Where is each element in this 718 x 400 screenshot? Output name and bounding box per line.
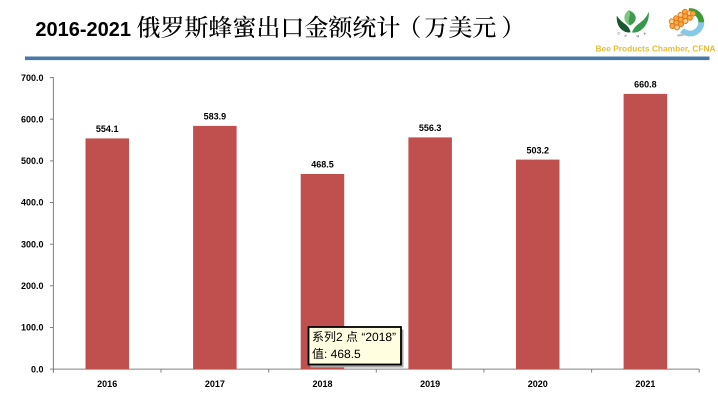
svg-text:Bee Products Chamber, CFNA: Bee Products Chamber, CFNA (596, 44, 716, 54)
svg-text:2018: 2018 (312, 379, 332, 389)
svg-text:468.5: 468.5 (311, 160, 334, 170)
svg-text:2020: 2020 (528, 379, 548, 389)
svg-text:556.3: 556.3 (419, 123, 442, 133)
svg-text:2017: 2017 (205, 379, 225, 389)
svg-text:660.8: 660.8 (634, 80, 657, 90)
svg-text:2016-2021: 2016-2021 (35, 19, 131, 41)
svg-text:100.0: 100.0 (21, 323, 44, 333)
svg-text:200.0: 200.0 (21, 281, 44, 291)
svg-text:0.0: 0.0 (31, 364, 44, 374)
svg-text:2016: 2016 (97, 379, 117, 389)
svg-text:700.0: 700.0 (21, 73, 44, 83)
svg-text:503.2: 503.2 (527, 145, 550, 155)
svg-text:2019: 2019 (420, 379, 440, 389)
svg-text:2021: 2021 (635, 379, 655, 389)
svg-text:600.0: 600.0 (21, 114, 44, 124)
svg-text:A: A (642, 31, 647, 36)
svg-text:554.1: 554.1 (96, 124, 119, 134)
svg-text:400.0: 400.0 (21, 198, 44, 208)
svg-text:N: N (636, 34, 640, 39)
svg-text:C: C (616, 31, 621, 36)
svg-text:500.0: 500.0 (21, 156, 44, 166)
svg-text:F: F (624, 34, 628, 39)
svg-text:300.0: 300.0 (21, 239, 44, 249)
svg-text:583.9: 583.9 (204, 112, 227, 122)
